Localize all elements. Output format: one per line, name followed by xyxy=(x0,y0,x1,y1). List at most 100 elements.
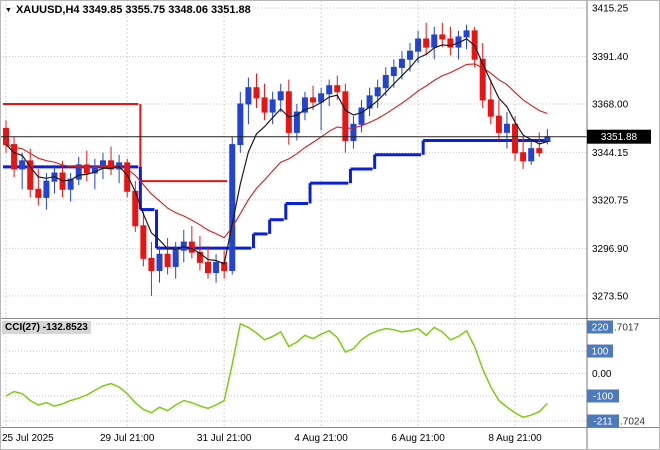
candle-body xyxy=(196,251,203,263)
candle-body xyxy=(237,103,244,146)
cci-axis-label: .7024 xyxy=(620,417,645,428)
time-axis-label: 31 Jul 21:00 xyxy=(197,433,252,444)
moving-averages-layer xyxy=(5,38,548,265)
candle-body xyxy=(326,85,333,95)
cci-indicator-label[interactable]: CCI(27) -132.8523 xyxy=(2,321,91,334)
candle-body xyxy=(277,91,284,101)
candle-body xyxy=(398,58,405,68)
time-axis-label: 25 Jul 2025 xyxy=(2,433,54,444)
candle-body xyxy=(439,34,446,40)
candle-body xyxy=(261,97,268,113)
candle-body xyxy=(43,180,50,198)
resistance-step-line xyxy=(3,102,228,183)
candle-body xyxy=(495,115,502,133)
candle-body xyxy=(310,97,317,103)
candle-body xyxy=(503,123,510,133)
candle-body xyxy=(285,91,292,133)
candle-body xyxy=(382,75,389,89)
candle-body xyxy=(148,257,155,271)
candle-body xyxy=(75,164,82,180)
cci-level-badge xyxy=(587,320,613,334)
cci-line xyxy=(5,322,548,419)
candles-layer xyxy=(3,22,551,296)
time-axis-label: 8 Aug 21:00 xyxy=(488,433,542,444)
candle-body xyxy=(27,160,34,190)
candle-body xyxy=(431,34,438,48)
chart-header: ▼ XAUUSD,H4 3349.85 3355.75 3348.06 3351… xyxy=(5,4,251,16)
candle-body xyxy=(358,107,365,125)
candle-body xyxy=(407,50,413,60)
current-price-badge-text: 3351.88 xyxy=(601,132,638,143)
candle-body xyxy=(172,249,179,267)
candle-body xyxy=(390,66,397,77)
candle-body xyxy=(528,148,535,162)
price-axis-label: 3368.00 xyxy=(592,99,629,110)
candle-body xyxy=(374,87,381,97)
cci-axis[interactable]: 220 .7017 100 0.00 -100 -211 .7024 xyxy=(587,320,645,428)
price-axis-label: 3415.25 xyxy=(592,4,629,15)
candle-body xyxy=(536,148,543,154)
cci-level-badge xyxy=(587,344,613,358)
candle-body xyxy=(512,123,519,154)
candle-body xyxy=(205,261,211,274)
cci-axis-label: .7017 xyxy=(614,323,639,334)
price-axis-label: 3296.90 xyxy=(592,244,629,255)
cci-level-badge xyxy=(587,389,619,403)
candle-body xyxy=(180,241,187,251)
candle-body xyxy=(423,38,430,48)
candle-body xyxy=(140,225,147,259)
candle-body xyxy=(447,38,454,48)
candle-body xyxy=(487,99,494,117)
symbol-dropdown-icon[interactable]: ▼ xyxy=(5,6,12,14)
cci-level-badge-text: -100 xyxy=(593,391,613,402)
candle-body xyxy=(229,144,236,271)
candle-body xyxy=(520,152,527,162)
ma-slow-line xyxy=(5,63,548,239)
cci-level-badge-text: 220 xyxy=(592,323,609,334)
candle-body xyxy=(342,91,349,142)
time-axis-label: 6 Aug 21:00 xyxy=(391,433,445,444)
candle-body xyxy=(293,111,300,133)
price-axis-label: 3344.15 xyxy=(592,148,629,159)
candle-body xyxy=(188,241,195,253)
symbol-ohlc-text: XAUUSD,H4 3349.85 3355.75 3348.06 3351.8… xyxy=(15,4,251,16)
candle-body xyxy=(164,253,171,267)
candle-body xyxy=(124,162,131,192)
candle-body xyxy=(463,30,470,38)
support-step-line xyxy=(3,139,551,250)
price-axis[interactable]: 3415.25 3391.40 3368.00 3344.15 3320.75 3296.… xyxy=(587,4,651,303)
candle-body xyxy=(479,58,486,101)
cci-line-layer xyxy=(5,322,548,419)
candle-body xyxy=(35,188,42,198)
candle-body xyxy=(334,85,341,93)
price-axis-label: 3391.40 xyxy=(592,52,629,63)
candle-body xyxy=(245,87,252,105)
candle-body xyxy=(366,95,373,109)
price-axis-label: 3320.75 xyxy=(592,195,629,206)
candle-body xyxy=(301,97,308,113)
price-axis-label: 3273.50 xyxy=(592,291,629,302)
candle-body xyxy=(415,38,422,52)
candle-body xyxy=(544,136,551,142)
current-price-badge xyxy=(587,129,651,144)
candle-body xyxy=(213,261,220,274)
cci-axis-label: 0.00 xyxy=(592,369,612,380)
time-axis-label: 29 Jul 21:00 xyxy=(100,433,155,444)
time-axis[interactable]: 25 Jul 2025 29 Jul 21:00 31 Jul 21:00 4 Aug… xyxy=(2,433,542,444)
candle-body xyxy=(350,123,357,142)
ma-fast-line xyxy=(5,38,548,265)
grid-layer xyxy=(0,0,586,427)
candle-body xyxy=(19,160,26,170)
candle-body xyxy=(253,87,260,99)
cci-level-badge-text: -211 xyxy=(593,417,613,428)
candle-body xyxy=(67,178,74,190)
candle-body xyxy=(269,99,276,113)
candle-body xyxy=(83,164,90,174)
cci-level-badge xyxy=(587,414,619,428)
candle-body xyxy=(11,144,18,170)
cci-level-badge-text: 100 xyxy=(592,347,609,358)
